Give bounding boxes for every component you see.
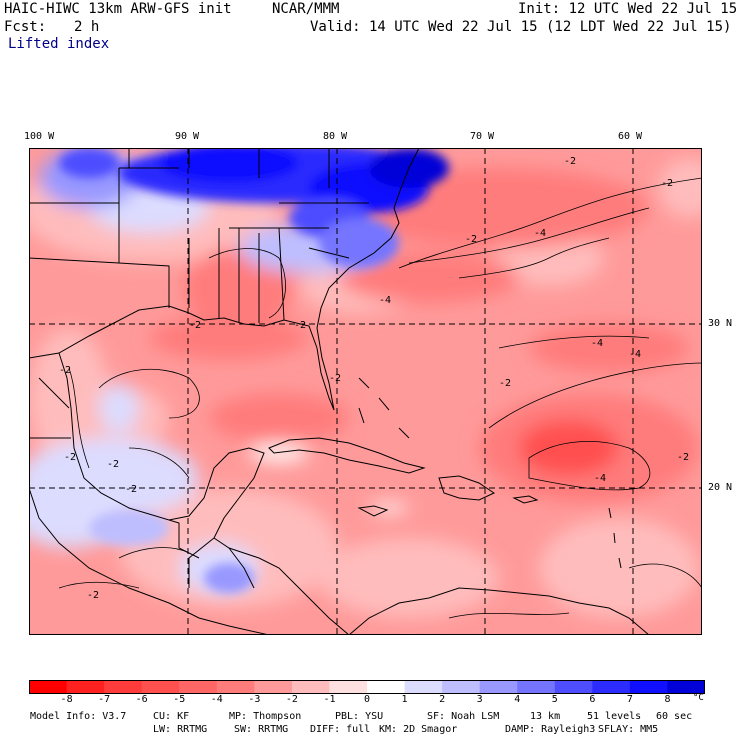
model-title: HAIC-HIWC 13km ARW-GFS init bbox=[4, 1, 232, 17]
contour-label: -2 bbox=[661, 178, 673, 189]
contour-label: -2 bbox=[59, 365, 71, 376]
contour-label: -2 bbox=[125, 484, 137, 495]
contour-label: -2 bbox=[107, 459, 119, 470]
lon-label-70w: 70 W bbox=[470, 131, 495, 142]
colorbar-tick-label: 5 bbox=[551, 694, 558, 705]
colorbar-swatch bbox=[592, 680, 631, 694]
contour-label: -4 bbox=[379, 295, 391, 306]
lon-label-90w: 90 W bbox=[175, 131, 200, 142]
model-info-item: CU: KF bbox=[153, 711, 190, 722]
contour-label: -4 bbox=[591, 338, 603, 349]
contour-label: -2 bbox=[564, 156, 576, 167]
contour-label: -2 bbox=[465, 234, 477, 245]
colorbar-tick-label: -1 bbox=[323, 694, 336, 705]
colorbar-swatch bbox=[329, 680, 368, 694]
lon-label-80w: 80 W bbox=[323, 131, 348, 142]
colorbar-tick-label: 1 bbox=[401, 694, 408, 705]
colorbar-tick-label: -7 bbox=[98, 694, 111, 705]
colorbar-tick-label: 8 bbox=[664, 694, 671, 705]
colorbar-tick-label: 2 bbox=[439, 694, 446, 705]
model-info-item: Model Info: V3.7 bbox=[30, 711, 127, 722]
colorbar-swatch bbox=[216, 680, 255, 694]
model-info-item: SW: RRTMG bbox=[234, 724, 289, 735]
init-time: Init: 12 UTC Wed 22 Jul 15 bbox=[518, 1, 738, 17]
model-info-item: MP: Thompson bbox=[229, 711, 302, 722]
coastline-us bbox=[29, 148, 420, 411]
model-info-item: 51 levels bbox=[587, 711, 642, 722]
forecast-hour: 2 h bbox=[74, 19, 100, 35]
colorbar-tick-label: -4 bbox=[210, 694, 223, 705]
colorbar-swatch bbox=[141, 680, 180, 694]
contour-label: -4 bbox=[629, 349, 641, 360]
contour-label: -2 bbox=[64, 452, 76, 463]
model-info-item: SFLAY: MM5 bbox=[598, 724, 659, 735]
colorbar-swatches bbox=[29, 680, 705, 694]
colorbar-swatch bbox=[479, 680, 518, 694]
colorbar-swatch bbox=[291, 680, 330, 694]
model-info-item: LW: RRTMG bbox=[153, 724, 208, 735]
lon-label-60w: 60 W bbox=[618, 131, 643, 142]
model-info-item: DIFF: full bbox=[310, 724, 371, 735]
colorbar-swatch bbox=[367, 680, 406, 694]
colorbar-swatch bbox=[29, 680, 68, 694]
colorbar-swatch bbox=[404, 680, 443, 694]
contour-label: -2 bbox=[329, 373, 341, 384]
contour-label: -4 bbox=[534, 228, 546, 239]
colorbar-tick-label: 3 bbox=[476, 694, 483, 705]
contour-label: -2 bbox=[87, 590, 99, 601]
colorbar-tick-label: 6 bbox=[589, 694, 596, 705]
model-info-item: SF: Noah LSM bbox=[427, 711, 500, 722]
colorbar-tick-label: 0 bbox=[364, 694, 371, 705]
lat-label-20n: 20 N bbox=[708, 482, 733, 493]
lon-label-100w: 100 W bbox=[24, 131, 55, 142]
colorbar-swatch bbox=[254, 680, 293, 694]
model-info-item: 60 sec bbox=[656, 711, 693, 722]
colorbar-tick-label: -3 bbox=[248, 694, 261, 705]
model-info-item: 13 km bbox=[530, 711, 561, 722]
colorbar-swatch bbox=[179, 680, 218, 694]
colorbar-swatch bbox=[442, 680, 481, 694]
colorbar-tick-label: -2 bbox=[285, 694, 298, 705]
org-label: NCAR/MMM bbox=[272, 1, 340, 17]
colorbar-unit: °C bbox=[693, 693, 704, 703]
contour-label: -4 bbox=[594, 473, 606, 484]
colorbar-swatch bbox=[517, 680, 556, 694]
colorbar-tick-label: 4 bbox=[514, 694, 521, 705]
contour-label: -2 bbox=[499, 378, 511, 389]
valid-time: Valid: 14 UTC Wed 22 Jul 15 (12 LDT Wed … bbox=[310, 19, 732, 35]
model-info-item: PBL: YSU bbox=[335, 711, 384, 722]
colorbar-swatch bbox=[629, 680, 668, 694]
contour-label: -2 bbox=[189, 320, 201, 331]
colorbar-swatch bbox=[554, 680, 593, 694]
colorbar-swatch bbox=[66, 680, 105, 694]
contour-label: -2 bbox=[294, 320, 306, 331]
colorbar-tick-label: -8 bbox=[60, 694, 73, 705]
model-info-item: KM: 2D Smagor bbox=[379, 724, 458, 735]
colorbar-tick-label: -6 bbox=[135, 694, 148, 705]
field-name: Lifted index bbox=[8, 36, 110, 52]
colorbar-tick-label: -5 bbox=[173, 694, 186, 705]
coastline-mexico bbox=[58, 352, 265, 539]
lat-label-30n: 30 N bbox=[708, 318, 733, 329]
model-info-item: DAMP: Rayleigh3 bbox=[505, 724, 596, 735]
lifted-index-map: -2 -2 -4 -2 -2 -4 -4 -4 -2 -2 -2 -2 -2 -… bbox=[29, 148, 702, 635]
colorbar-swatch bbox=[104, 680, 143, 694]
colorbar-tick-label: 7 bbox=[626, 694, 633, 705]
forecast-label: Fcst: bbox=[4, 19, 47, 35]
coastline-cuba bbox=[268, 437, 426, 474]
colorbar-swatch bbox=[667, 680, 705, 694]
contour-label: -2 bbox=[677, 452, 689, 463]
